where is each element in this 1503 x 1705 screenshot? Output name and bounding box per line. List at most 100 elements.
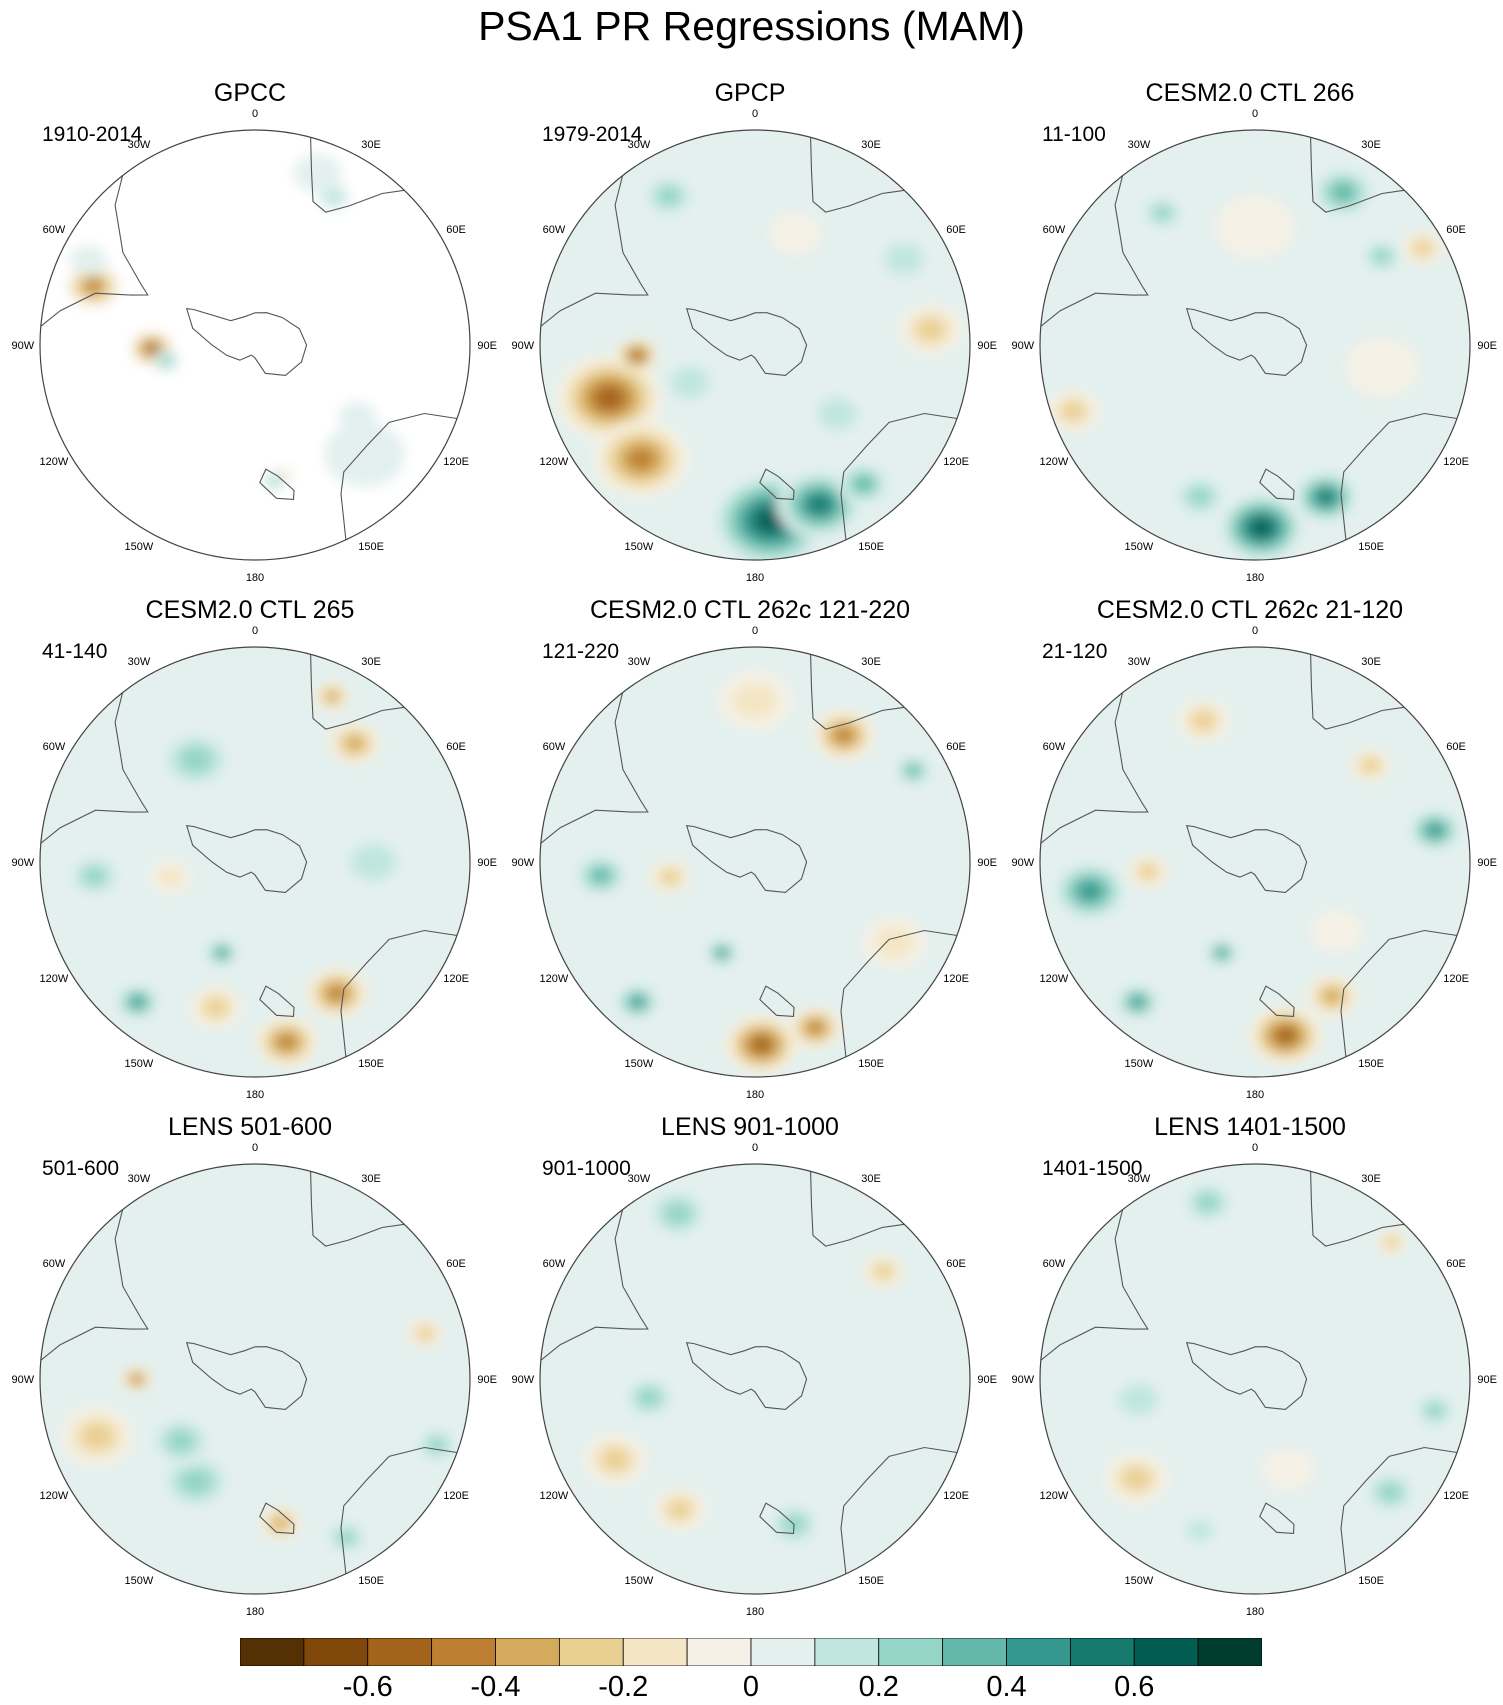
anomaly-blob	[1079, 882, 1101, 900]
map-border	[539, 646, 971, 1078]
anomaly-blob	[350, 843, 396, 881]
longitude-label: 30W	[628, 1173, 651, 1185]
anomaly-group	[1046, 166, 1445, 560]
anomaly-group	[59, 1195, 459, 1555]
longitude-label: 0	[752, 625, 758, 637]
polar-map: 0 30E 60E 90E 120E 150E 180 150W 120W 90W 60W 30W	[1011, 108, 1497, 584]
map-border	[39, 1163, 471, 1595]
longitude-label: 150W	[1125, 1058, 1154, 1070]
anomaly-blob	[324, 422, 405, 487]
colorbar-tick-label: -0.6	[342, 1671, 393, 1703]
longitude-label: 0	[252, 1142, 258, 1154]
longitude-label: 150W	[625, 1058, 654, 1070]
colorbar-tick-label: 0	[742, 1671, 760, 1703]
longitude-label: 150E	[858, 1058, 884, 1070]
map-panel-gpcp: GPCP 1979-2014 0 30E 60E 90E 120E 150E 180 150W…	[500, 78, 1000, 584]
anomaly-blob	[179, 746, 212, 773]
map-border	[539, 129, 971, 561]
australia-outline	[340, 412, 458, 540]
longitude-label: 150W	[1125, 1575, 1154, 1587]
longitude-label: 120W	[40, 456, 69, 468]
longitude-label: 60W	[543, 1258, 566, 1270]
longitude-label: 30E	[1361, 656, 1381, 668]
anomaly-blob	[817, 398, 857, 430]
anomaly-blob	[855, 1379, 909, 1423]
anomaly-blob	[269, 477, 279, 485]
longitude-label: 120W	[40, 1490, 69, 1502]
colorbar-swatches	[240, 1638, 1262, 1666]
anomaly-blob	[86, 280, 101, 293]
antarctica-outline	[1185, 1342, 1308, 1410]
longitude-label: 180	[1246, 1606, 1264, 1618]
longitude-label: 120E	[1443, 456, 1469, 468]
coastlines	[40, 1171, 458, 1574]
antarctica-outline	[685, 308, 808, 376]
south-america-outline	[540, 175, 649, 327]
anomaly-blob	[69, 245, 108, 276]
colorbar-tick-label: -0.4	[470, 1671, 521, 1703]
longitude-label: 90W	[511, 1374, 534, 1386]
anomaly-group	[583, 1187, 909, 1546]
south-america-outline	[40, 1209, 149, 1361]
anomaly-blob	[417, 1326, 434, 1340]
africa-outline	[310, 654, 405, 730]
anomaly-blob	[217, 949, 227, 957]
longitude-label: 60E	[1446, 224, 1466, 236]
anomaly-blob	[670, 367, 710, 399]
panel-title: CESM2.0 CTL 262c 121-220	[589, 596, 911, 624]
africa-outline	[310, 137, 405, 213]
coastlines	[540, 654, 958, 1057]
anomaly-blob	[1214, 194, 1296, 260]
colorbar-tick-label: 0.2	[858, 1671, 899, 1703]
longitude-label: 150E	[358, 1058, 384, 1070]
longitude-label: 180	[246, 1606, 264, 1618]
longitude-label: 60E	[446, 741, 466, 753]
antarctica-outline	[685, 825, 808, 893]
field-layer	[40, 130, 470, 560]
australia-outline	[1340, 929, 1458, 1057]
longitude-label: 60W	[1043, 1258, 1066, 1270]
anomaly-blob	[1427, 824, 1443, 837]
map-border	[1039, 646, 1471, 1078]
coastlines	[40, 137, 458, 540]
map-border	[1039, 129, 1471, 561]
australia-outline	[1340, 1446, 1458, 1574]
longitude-label: 120E	[443, 456, 469, 468]
longitude-label: 60W	[543, 224, 566, 236]
anomaly-blob	[601, 1448, 630, 1471]
longitude-label: 120W	[540, 456, 569, 468]
anomaly-blob	[1323, 988, 1342, 1004]
colorbar-swatch	[942, 1638, 1007, 1666]
anomaly-blob	[157, 866, 184, 888]
anomaly-blob	[875, 927, 914, 959]
anomaly-blob	[664, 1202, 692, 1225]
map-border	[539, 1163, 971, 1595]
panel-title: LENS 901-1000	[661, 1113, 839, 1141]
australia-outline	[840, 929, 958, 1057]
anomaly-blob	[338, 401, 376, 432]
longitude-label: 30W	[628, 139, 651, 151]
longitude-label: 0	[752, 108, 758, 120]
longitude-label: 60W	[43, 224, 66, 236]
new-zealand-outline	[259, 985, 295, 1017]
new-zealand-outline	[259, 1502, 295, 1534]
anomaly-blob	[808, 1021, 823, 1034]
longitude-label: 0	[1252, 108, 1258, 120]
panel-period: 1401-1500	[1042, 1157, 1143, 1180]
anomaly-blob	[597, 388, 622, 408]
anomaly-blob	[1061, 402, 1085, 421]
south-america-outline	[540, 1209, 649, 1361]
anomaly-blob	[204, 998, 228, 1017]
anomaly-blob	[637, 1388, 661, 1407]
anomaly-blob	[1425, 1403, 1445, 1419]
anomaly-blob	[1138, 864, 1158, 879]
australia-outline	[340, 1446, 458, 1574]
longitude-label: 150E	[1358, 541, 1384, 553]
anomaly-blob	[1378, 1483, 1402, 1502]
longitude-label: 90E	[477, 857, 497, 869]
africa-outline	[810, 1171, 905, 1247]
longitude-label: 150W	[125, 541, 154, 553]
new-zealand-outline	[759, 985, 795, 1017]
panel-title: LENS 501-600	[167, 1113, 332, 1141]
panel-period: 1910-2014	[42, 123, 143, 146]
